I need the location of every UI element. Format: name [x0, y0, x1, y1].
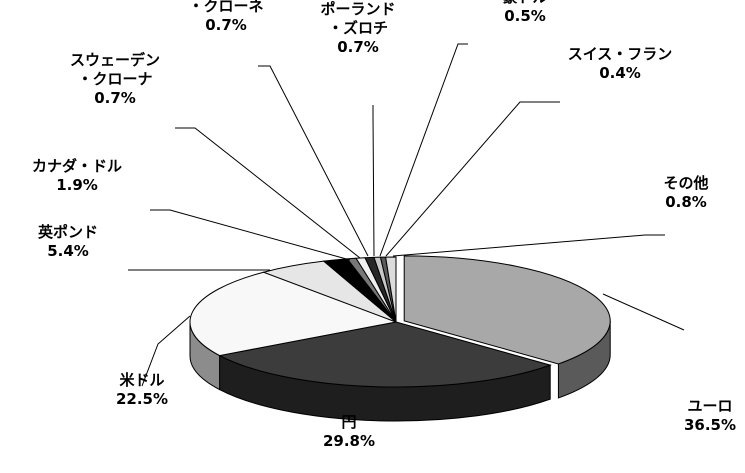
- slice-value-label-10: 0.8%: [665, 193, 707, 211]
- slice-value-label-4: 1.9%: [56, 176, 98, 194]
- slice-value-label-9: 0.4%: [599, 64, 641, 82]
- slice-name-label-1: 円: [341, 413, 356, 431]
- slice-name-label-2: 米ドル: [119, 371, 164, 389]
- slice-name-label-8: 豪ドル: [502, 0, 547, 6]
- pie-sides: [189, 320, 611, 422]
- leader-line-4: [150, 209, 351, 261]
- slice-value-label-3: 5.4%: [47, 242, 89, 260]
- pie-slice-1: [218, 321, 552, 388]
- leader-line-8: [379, 43, 468, 257]
- slice-value-label-6: 0.7%: [205, 16, 247, 34]
- slice-name-label-6: ・クローネ: [188, 0, 263, 15]
- slice-value-label-7: 0.7%: [337, 38, 379, 56]
- slice-name-label-4: カナダ・ドル: [32, 157, 122, 175]
- leader-line-9: [385, 101, 560, 257]
- slice-value-label-0: 36.5%: [684, 416, 736, 434]
- leader-line-2: [141, 315, 191, 387]
- leader-line-6: [258, 65, 369, 257]
- slice-name-label-0: ユーロ: [687, 397, 732, 415]
- leader-line-5: [175, 127, 361, 259]
- pie-slice-2: [189, 271, 398, 357]
- pie-top-faces: [189, 255, 611, 388]
- slice-value-label-1: 29.8%: [323, 432, 375, 450]
- leader-line-0: [602, 293, 685, 331]
- slice-value-label-2: 22.5%: [116, 390, 168, 408]
- slice-name-label-7: ポーランド: [320, 0, 395, 18]
- leader-lines: [128, 43, 685, 387]
- slice-name-label-5: ・クローナ: [77, 70, 152, 88]
- slice-name-label-5: スウェーデン: [70, 51, 160, 69]
- leader-line-7: [372, 105, 375, 257]
- pie-slice-10: [385, 256, 397, 323]
- slice-name-label-10: その他: [663, 174, 708, 192]
- leader-line-10: [392, 234, 665, 257]
- slice-value-label-5: 0.7%: [94, 89, 136, 107]
- slice-name-label-7: ・ズロチ: [328, 19, 388, 37]
- slice-name-label-9: スイス・フラン: [568, 45, 673, 63]
- pie-slice-0: [403, 255, 611, 365]
- slice-name-label-3: 英ポンド: [38, 223, 98, 241]
- slice-value-label-8: 0.5%: [504, 7, 546, 25]
